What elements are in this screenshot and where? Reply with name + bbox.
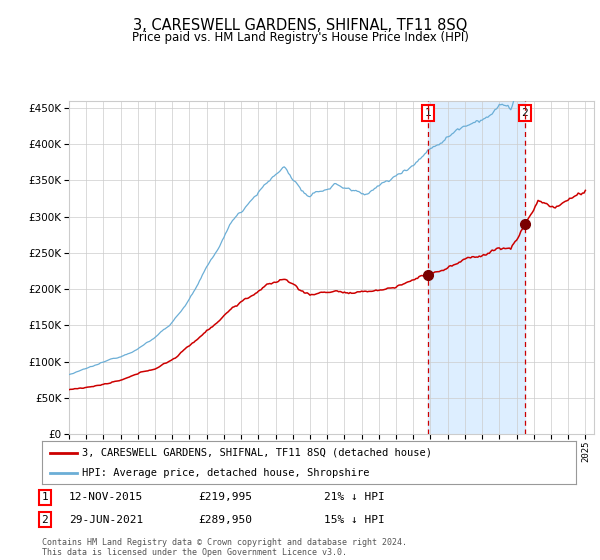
Bar xyxy=(428,101,525,434)
Text: 12-NOV-2015: 12-NOV-2015 xyxy=(69,492,143,502)
Text: £219,995: £219,995 xyxy=(198,492,252,502)
Text: Price paid vs. HM Land Registry's House Price Index (HPI): Price paid vs. HM Land Registry's House … xyxy=(131,31,469,44)
Text: 15% ↓ HPI: 15% ↓ HPI xyxy=(324,515,385,525)
Text: 1: 1 xyxy=(425,108,431,118)
Text: 2: 2 xyxy=(521,108,529,118)
Text: 3, CARESWELL GARDENS, SHIFNAL, TF11 8SQ: 3, CARESWELL GARDENS, SHIFNAL, TF11 8SQ xyxy=(133,18,467,33)
Text: 29-JUN-2021: 29-JUN-2021 xyxy=(69,515,143,525)
Text: 3, CARESWELL GARDENS, SHIFNAL, TF11 8SQ (detached house): 3, CARESWELL GARDENS, SHIFNAL, TF11 8SQ … xyxy=(82,447,432,458)
Text: HPI: Average price, detached house, Shropshire: HPI: Average price, detached house, Shro… xyxy=(82,468,370,478)
Text: 21% ↓ HPI: 21% ↓ HPI xyxy=(324,492,385,502)
Text: Contains HM Land Registry data © Crown copyright and database right 2024.
This d: Contains HM Land Registry data © Crown c… xyxy=(42,538,407,557)
Text: £289,950: £289,950 xyxy=(198,515,252,525)
Text: 2: 2 xyxy=(41,515,49,525)
Text: 1: 1 xyxy=(41,492,49,502)
